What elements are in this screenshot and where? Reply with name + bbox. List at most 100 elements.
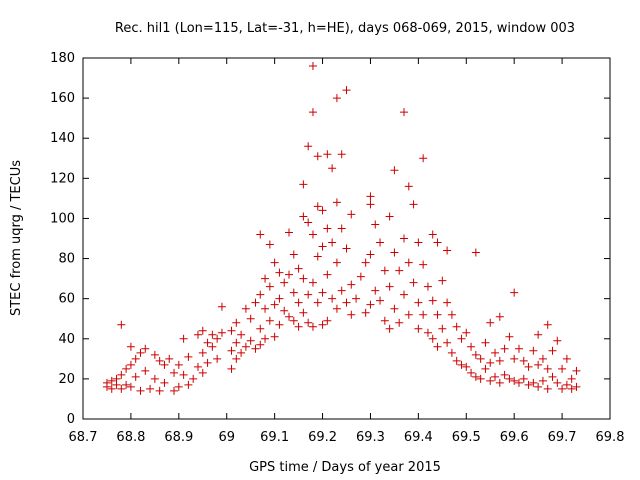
data-point [347,310,356,319]
data-point [107,376,116,385]
data-point [395,266,404,275]
data-point [376,238,385,247]
data-point [208,330,217,339]
data-point [179,334,188,343]
data-point [256,340,265,349]
data-point [447,310,456,319]
data-point [390,166,399,175]
data-point [399,108,408,117]
data-point [452,322,461,331]
data-point [371,286,380,295]
data-point [352,294,361,303]
data-point [371,220,380,229]
data-point [380,316,389,325]
data-point [534,360,543,369]
data-point [514,344,523,353]
data-point [126,342,135,351]
data-point [160,378,169,387]
data-point [332,94,341,103]
data-point [419,154,428,163]
data-point [486,358,495,367]
data-point [385,282,394,291]
x-tick-label: 69.6 [500,430,529,445]
data-point [452,356,461,365]
y-tick-label: 160 [50,91,75,106]
data-point [419,310,428,319]
data-point [428,296,437,305]
data-point [572,382,581,391]
data-point [232,354,241,363]
data-point [519,374,528,383]
data-point [553,336,562,345]
data-point [155,356,164,365]
data-point [376,296,385,305]
data-point [136,348,145,357]
data-point [495,356,504,365]
data-point [265,240,274,249]
data-point [366,192,375,201]
x-tick-label: 69.3 [356,430,385,445]
data-point [141,344,150,353]
data-point [308,108,317,117]
data-point [318,288,327,297]
data-point [476,354,485,363]
y-tick-label: 20 [58,372,75,387]
data-point [227,364,236,373]
x-tick-label: 69.7 [548,430,577,445]
data-point [174,360,183,369]
y-tick-label: 120 [50,171,75,186]
data-point [323,224,332,233]
data-point [217,302,226,311]
y-tick-label: 60 [58,292,75,307]
data-point [146,384,155,393]
y-axis-label: STEC from uqrg / TECUs [9,160,24,316]
data-point [318,206,327,215]
data-point [289,316,298,325]
data-point [572,366,581,375]
data-point [543,320,552,329]
data-point [510,376,519,385]
y-tick-label: 40 [58,332,75,347]
data-point [227,346,236,355]
data-point [203,358,212,367]
data-point [246,314,255,323]
data-point [332,304,341,313]
data-point [270,300,279,309]
data-point [491,348,500,357]
data-point [261,274,270,283]
data-point [505,374,514,383]
data-point [184,352,193,361]
data-point [538,354,547,363]
data-point [519,356,528,365]
data-point [524,362,533,371]
data-point [294,264,303,273]
data-point [241,304,250,313]
data-point [313,298,322,307]
data-point [476,374,485,383]
data-point [423,282,432,291]
data-point [534,382,543,391]
data-point [443,246,452,255]
data-point [136,386,145,395]
data-point [256,324,265,333]
data-point [131,372,140,381]
data-point [198,348,207,357]
x-tick-label: 68.8 [116,430,145,445]
data-point [304,318,313,327]
data-point [318,320,327,329]
x-tick-label: 69.1 [260,430,289,445]
data-point [155,386,164,395]
data-point [299,308,308,317]
data-point [409,200,418,209]
data-point [313,252,322,261]
plot-frame [82,57,611,420]
data-point [395,318,404,327]
data-point [332,258,341,267]
x-tick-label: 69.8 [596,430,625,445]
data-point [342,244,351,253]
data-point [366,300,375,309]
data-point [428,230,437,239]
data-point [380,266,389,275]
data-point [270,332,279,341]
